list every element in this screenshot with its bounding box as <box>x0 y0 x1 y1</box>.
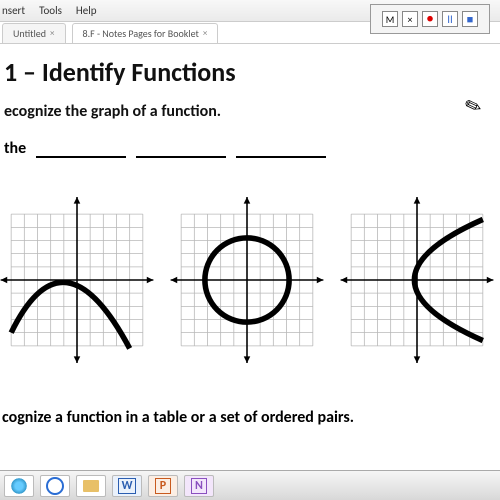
menu-tools[interactable]: Tools <box>39 4 62 17</box>
graphs-row <box>0 180 496 380</box>
onenote-icon[interactable]: N <box>184 475 214 497</box>
note-letter: N <box>191 478 207 494</box>
browser-icon <box>46 477 64 495</box>
close-icon[interactable]: × <box>203 28 207 39</box>
tab-label: Untitled <box>13 27 46 40</box>
stop-button[interactable]: ■ <box>462 11 478 27</box>
windows-icon <box>10 477 28 495</box>
graph-1 <box>0 180 156 380</box>
word-icon[interactable]: W <box>112 475 142 497</box>
folder-icon <box>83 480 99 492</box>
tab-label: 8.F - Notes Pages for Booklet <box>83 27 199 40</box>
mic-button[interactable]: M <box>382 11 398 27</box>
graph-2 <box>168 180 326 380</box>
recorder-toolbar: M × ● II ■ <box>370 4 490 34</box>
powerpoint-icon[interactable]: P <box>148 475 178 497</box>
footer-text: cognize a function in a table or a set o… <box>2 408 496 427</box>
graph-svg <box>168 180 326 380</box>
close-icon[interactable]: × <box>50 28 54 39</box>
blank-2 <box>136 142 226 158</box>
document-page: 1 – Identify Functions ecognize the grap… <box>0 44 500 427</box>
ie-icon[interactable] <box>40 475 70 497</box>
pause-button[interactable]: II <box>442 11 458 27</box>
graph-3 <box>338 180 496 380</box>
menu-help[interactable]: Help <box>76 4 97 17</box>
stop-x-button[interactable]: × <box>402 11 418 27</box>
blank-3 <box>236 142 326 158</box>
start-button[interactable] <box>4 475 34 497</box>
subtitle: ecognize the graph of a function. <box>4 102 496 121</box>
ppt-letter: P <box>155 478 171 494</box>
tab-notes[interactable]: 8.F - Notes Pages for Booklet × <box>72 23 219 43</box>
record-button[interactable]: ● <box>422 11 438 27</box>
blank-1 <box>36 142 126 158</box>
fill-in-line: the <box>4 139 496 158</box>
tab-untitled[interactable]: Untitled × <box>2 23 66 43</box>
fill-prefix: the <box>4 139 26 158</box>
explorer-icon[interactable] <box>76 475 106 497</box>
menu-insert[interactable]: nsert <box>2 4 25 17</box>
graph-svg <box>338 180 496 380</box>
page-title: 1 – Identify Functions <box>4 56 496 88</box>
word-letter: W <box>118 478 137 494</box>
taskbar: W P N <box>0 470 500 500</box>
graph-svg <box>0 180 156 380</box>
